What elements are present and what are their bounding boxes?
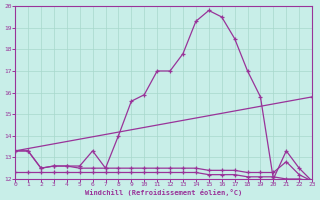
X-axis label: Windchill (Refroidissement éolien,°C): Windchill (Refroidissement éolien,°C)	[85, 189, 242, 196]
